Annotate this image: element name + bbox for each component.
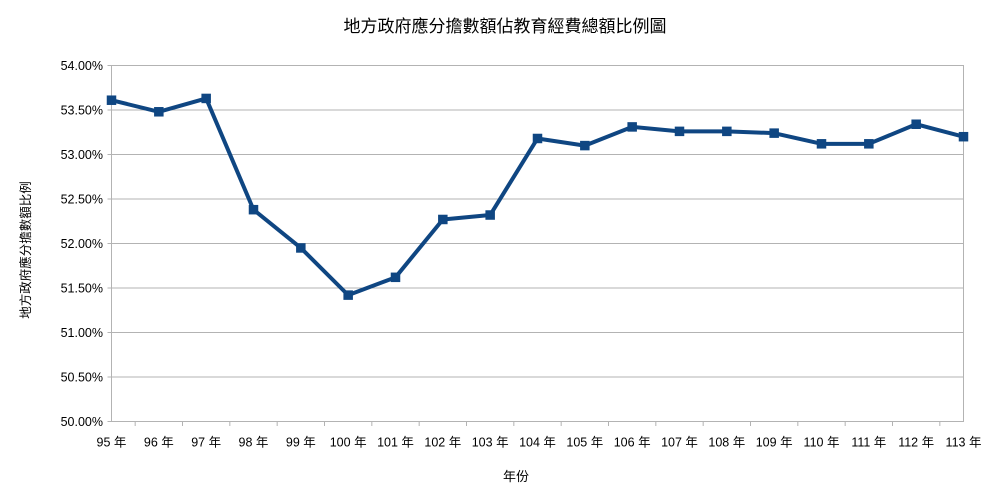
data-point-104 年	[532, 133, 543, 144]
data-point-98 年	[248, 204, 259, 215]
data-point-99 年	[296, 243, 306, 253]
data-point-95 年	[106, 95, 117, 105]
y-tick-label: 52.50%	[61, 193, 103, 207]
chart-generated-layer: 50.00% 50.50% 51.00% 51.50% 52.00% 52.50% 53.0…	[61, 59, 982, 450]
y-tick-label: 50.00%	[61, 415, 103, 429]
data-point-102 年	[438, 214, 448, 225]
x-tick-label: 100 年	[330, 436, 367, 450]
x-tick-label: 95 年	[97, 436, 127, 450]
chart-title: 地方政府應分擔數額佔教育經費總額比例圖	[344, 16, 667, 36]
x-tick-label: 113 年	[946, 436, 982, 450]
x-tick-label: 101 年	[377, 436, 414, 450]
data-point-111 年	[864, 139, 874, 149]
data-point-106 年	[627, 122, 637, 132]
data-point-97 年	[201, 93, 211, 104]
x-tick-label: 96 年	[144, 436, 174, 450]
data-point-110 年	[816, 139, 827, 149]
data-point-100 年	[343, 290, 353, 300]
x-tick-label: 105 年	[566, 436, 603, 450]
x-tick-label: 112 年	[898, 436, 934, 450]
y-tick-label: 53.00%	[61, 148, 103, 162]
y-axis-title: 地方政府應分擔數額比例	[18, 181, 33, 319]
data-point-105 年	[580, 140, 590, 151]
y-tick-label: 51.00%	[61, 326, 103, 340]
x-tick-label: 98 年	[239, 436, 269, 450]
x-tick-label: 110 年	[804, 436, 840, 450]
data-point-107 年	[674, 126, 685, 137]
x-tick-label: 107 年	[661, 436, 698, 450]
data-line	[109, 96, 966, 298]
x-tick-label: 106 年	[614, 436, 651, 450]
y-tick-label: 51.50%	[61, 282, 103, 296]
data-point-109 年	[769, 128, 779, 138]
data-point-112 年	[911, 119, 921, 129]
data-point-103 年	[485, 210, 495, 220]
x-tick-label: 108 年	[708, 436, 745, 450]
y-tick-label: 54.00%	[61, 59, 103, 73]
x-tick-label: 102 年	[424, 436, 461, 450]
y-tick-label: 53.50%	[61, 104, 103, 118]
x-tick-label: 111 年	[851, 436, 886, 450]
y-tick-label: 50.50%	[61, 371, 103, 385]
x-tick-label: 99 年	[286, 436, 316, 450]
y-tick-label: 52.00%	[61, 237, 103, 251]
x-tick-label: 109 年	[756, 436, 793, 450]
data-point-96 年	[154, 107, 164, 117]
x-axis-title: 年份	[503, 469, 529, 484]
data-point-113 年	[958, 131, 969, 142]
plot-border	[111, 65, 964, 422]
data-point-108 年	[722, 126, 732, 137]
x-tick-label: 104 年	[519, 436, 556, 450]
data-point-101 年	[390, 272, 401, 283]
x-tick-label: 103 年	[472, 436, 509, 450]
x-tick-label: 97 年	[191, 436, 221, 450]
